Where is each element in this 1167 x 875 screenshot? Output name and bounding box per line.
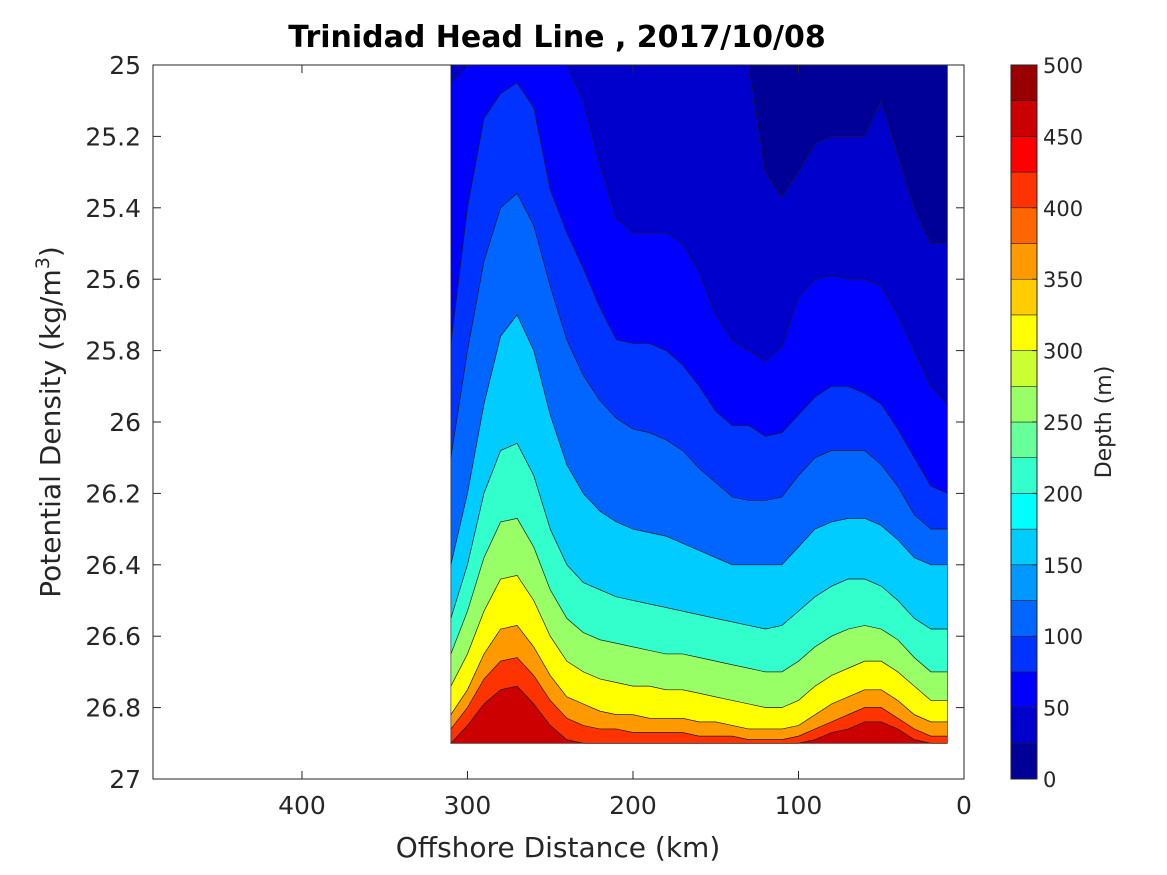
colorbar-tick-label: 250 [1043,411,1083,435]
colorbar-frame [1010,64,1038,780]
y-tick-label: 25.8 [85,337,141,366]
colorbar-tick-label: 300 [1043,340,1083,364]
depth-contour-fill [450,65,948,745]
y-axis-label: Potential Density (kg/m3) [32,246,67,598]
colorbar-label: Depth (m) [1092,366,1117,479]
y-tick-label: 25.2 [85,122,141,151]
colorbar-swatch [1010,350,1038,387]
chart-title: Trinidad Head Line , 2017/10/08 [288,20,825,55]
y-tick-label: 25 [109,51,141,80]
y-axis-label-sup: 3 [32,257,54,269]
x-tick-label: 100 [775,791,823,820]
y-tick-label: 25.6 [85,265,141,294]
y-tick-label: 26.2 [85,479,141,508]
colorbar-swatch [1010,421,1038,458]
x-tick-label: 400 [278,791,326,820]
colorbar-swatch [1010,207,1038,244]
x-axis-label: Offshore Distance (km) [396,831,721,864]
colorbar-swatch [1010,671,1038,708]
colorbar-swatch [1010,635,1038,673]
colorbar-swatch [1010,386,1038,423]
colorbar-axis: 0 50 100 150 200 250 300 350 400 450 500 [1032,54,1083,792]
y-axis-label-close: ) [34,246,67,257]
colorbar-swatch [1010,314,1038,351]
y-tick-label: 27 [109,765,141,794]
colorbar-swatch [1010,243,1038,280]
colorbar-swatch [1010,100,1038,137]
colorbar-tick-label: 350 [1043,268,1083,292]
y-tick-label: 25.4 [85,194,141,223]
y-tick-label: 26.6 [85,622,141,651]
colorbar-swatch [1010,528,1038,566]
y-tick-label: 26.8 [85,694,141,723]
colorbar-tick-label: 400 [1043,197,1083,221]
y-axis: 25 25.2 25.4 25.6 25.8 26 26.2 26.4 26.6 26.8 27 [85,51,964,794]
colorbar-swatch [1010,171,1038,209]
colorbar-swatch [1010,564,1038,601]
colorbar-tick-label: 150 [1043,554,1083,578]
y-tick-label: 26 [109,408,141,437]
colorbar [1010,64,1038,780]
x-tick-label: 300 [444,791,492,820]
colorbar-tick-label: 0 [1043,768,1056,792]
depth-band-450 [450,685,948,744]
colorbar-swatch [1010,743,1038,780]
depth-band-0 [450,65,948,244]
colorbar-tick-label: 50 [1043,697,1070,721]
colorbar-swatch [1010,278,1038,316]
colorbar-swatch [1010,707,1038,744]
colorbar-swatch [1010,493,1038,530]
colorbar-swatch [1010,136,1038,173]
colorbar-swatch [1010,64,1038,101]
y-axis-label-main: Potential Density (kg/m [34,269,67,598]
colorbar-tick-label: 100 [1043,625,1083,649]
colorbar-tick-label: 500 [1043,54,1083,78]
colorbar-tick-label: 200 [1043,482,1083,506]
colorbar-tick-label: 450 [1043,125,1083,149]
colorbar-swatch [1010,457,1038,494]
x-tick-label: 200 [609,791,657,820]
y-tick-label: 26.4 [85,551,141,580]
colorbar-swatch [1010,600,1038,637]
x-axis: 400 300 200 100 0 [278,65,972,820]
x-tick-label: 0 [956,791,972,820]
